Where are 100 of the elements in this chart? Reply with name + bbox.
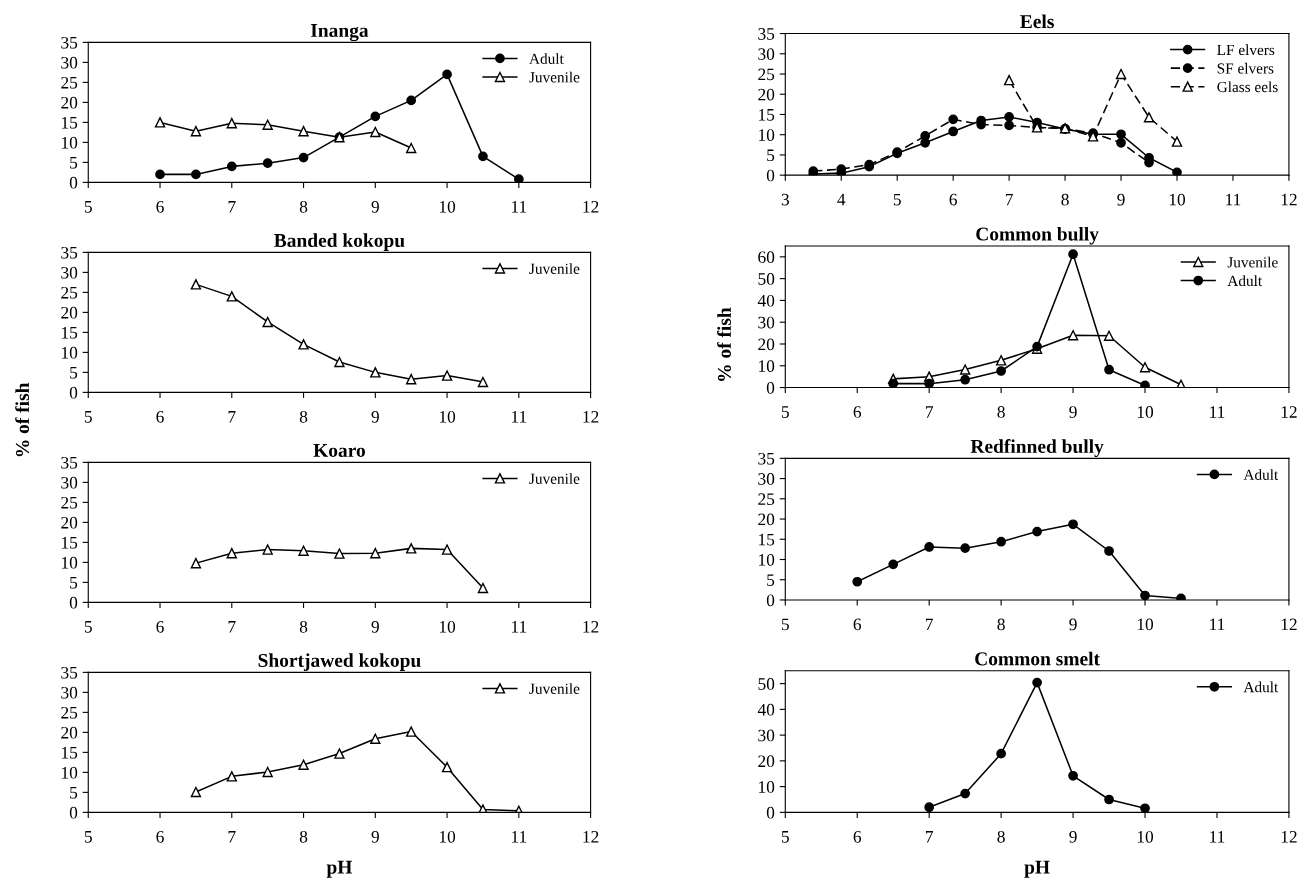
- x-tick-label: 6: [156, 410, 164, 423]
- y-tick-label: 25: [61, 706, 78, 719]
- x-tick-label: 12: [1281, 406, 1297, 418]
- x-tick-label: 5: [781, 618, 789, 631]
- x-tick-label: 7: [925, 406, 934, 418]
- y-tick-label: 20: [61, 516, 78, 529]
- y-tick-label: 30: [61, 686, 78, 699]
- x-tick-label: 5: [781, 831, 789, 843]
- x-tick-label: 9: [1117, 193, 1125, 206]
- y-axis-title: % of fish: [717, 307, 732, 381]
- y-tick-label: 15: [759, 533, 775, 546]
- chart-title: Koaro: [313, 444, 365, 458]
- x-tick-label: 12: [1281, 830, 1297, 843]
- legend-label: Adult: [1227, 275, 1263, 287]
- x-tick-label: 7: [228, 411, 236, 423]
- x-tick-label: 8: [997, 830, 1005, 843]
- y-tick-label: 30: [758, 473, 775, 485]
- y-tick-label: 10: [759, 781, 775, 793]
- y-tick-label: 0: [766, 594, 775, 607]
- y-tick-label: 10: [62, 556, 78, 569]
- y-tick-label: 30: [61, 476, 78, 489]
- x-tick-label: 11: [1210, 618, 1225, 631]
- legend-label: Juvenile: [529, 473, 580, 484]
- x-tick-label: 11: [512, 411, 527, 423]
- y-tick-label: 10: [62, 136, 78, 149]
- x-tick-label: 11: [1210, 406, 1225, 418]
- y-tick-label: 60: [758, 251, 775, 264]
- x-tick-label: 9: [371, 410, 379, 423]
- x-tick-label: 7: [228, 831, 236, 843]
- y-tick-label: 20: [758, 513, 775, 526]
- chart-title: Common bully: [976, 226, 1099, 245]
- y-tick-label: 20: [758, 755, 775, 768]
- y-tick-label: 5: [70, 367, 78, 379]
- legend-label: Juvenile: [1227, 256, 1278, 268]
- x-axis-title: pH: [1024, 860, 1050, 878]
- y-tick-label: 5: [767, 574, 775, 586]
- x-tick-label: 6: [156, 620, 164, 633]
- x-tick-label: 12: [583, 410, 599, 423]
- legend-label: Juvenile: [529, 683, 580, 694]
- y-tick-label: 20: [758, 338, 775, 351]
- y-tick-label: 10: [62, 346, 78, 359]
- x-axis-title: pH: [326, 860, 353, 878]
- x-tick-label: 12: [583, 830, 599, 843]
- y-tick-label: 10: [759, 129, 775, 141]
- y-tick-label: 50: [758, 273, 775, 285]
- y-tick-label: 5: [70, 157, 78, 169]
- x-tick-label: 9: [1069, 618, 1077, 631]
- x-tick-label: 11: [512, 831, 527, 843]
- y-tick-label: 20: [61, 726, 78, 739]
- x-tick-label: 6: [853, 618, 862, 631]
- x-tick-label: 10: [1137, 618, 1154, 631]
- y-tick-label: 0: [69, 386, 78, 399]
- y-tick-label: 0: [766, 382, 775, 394]
- y-axis-title: % of fish: [15, 382, 30, 457]
- y-tick-label: 0: [69, 806, 78, 819]
- y-tick-label: 15: [62, 326, 78, 339]
- x-tick-label: 9: [371, 200, 379, 213]
- x-tick-label: 5: [84, 621, 92, 633]
- y-tick-label: 15: [62, 536, 78, 549]
- x-tick-label: 6: [853, 830, 862, 843]
- chart-title: Shortjawed kokopu: [258, 653, 421, 671]
- x-tick-label: 10: [439, 200, 456, 213]
- x-tick-label: 8: [299, 410, 308, 423]
- x-tick-label: 8: [997, 406, 1005, 418]
- y-tick-label: 35: [61, 666, 78, 679]
- x-tick-label: 11: [1210, 831, 1225, 843]
- chart-title: Inanga: [310, 24, 369, 42]
- y-tick-label: 5: [70, 787, 78, 799]
- x-tick-label: 9: [1069, 830, 1077, 843]
- y-tick-label: 30: [61, 266, 78, 279]
- x-tick-label: 10: [439, 620, 456, 633]
- y-tick-label: 20: [61, 96, 78, 109]
- legend-label: SF elvers: [1217, 62, 1274, 74]
- legend-label: LF elvers: [1217, 44, 1275, 56]
- y-tick-label: 10: [62, 766, 78, 779]
- legend-label: Glass eels: [1217, 81, 1278, 93]
- x-tick-label: 8: [299, 200, 308, 213]
- x-tick-label: 10: [1137, 406, 1154, 418]
- y-tick-label: 5: [70, 577, 78, 589]
- x-tick-label: 3: [781, 193, 789, 206]
- x-tick-label: 10: [1137, 830, 1154, 843]
- chart-title: Redfinned bully: [970, 439, 1104, 457]
- x-tick-label: 5: [84, 201, 92, 213]
- y-tick-label: 10: [759, 553, 775, 566]
- x-tick-label: 10: [1169, 193, 1186, 206]
- legend-label: Adult: [1243, 469, 1279, 480]
- y-tick-label: 20: [61, 306, 78, 319]
- x-tick-label: 6: [853, 406, 862, 418]
- y-tick-label: 30: [758, 729, 775, 742]
- y-tick-label: 0: [766, 169, 775, 182]
- x-tick-label: 9: [371, 620, 379, 633]
- y-tick-label: 35: [61, 36, 78, 49]
- y-tick-label: 40: [757, 703, 775, 716]
- x-tick-label: 8: [299, 830, 308, 843]
- x-tick-label: 6: [156, 200, 164, 213]
- x-tick-label: 5: [84, 831, 92, 843]
- x-tick-label: 12: [1281, 193, 1297, 206]
- x-tick-label: 4: [837, 193, 846, 206]
- legend-label: Adult: [1243, 681, 1279, 693]
- x-tick-label: 9: [371, 830, 379, 843]
